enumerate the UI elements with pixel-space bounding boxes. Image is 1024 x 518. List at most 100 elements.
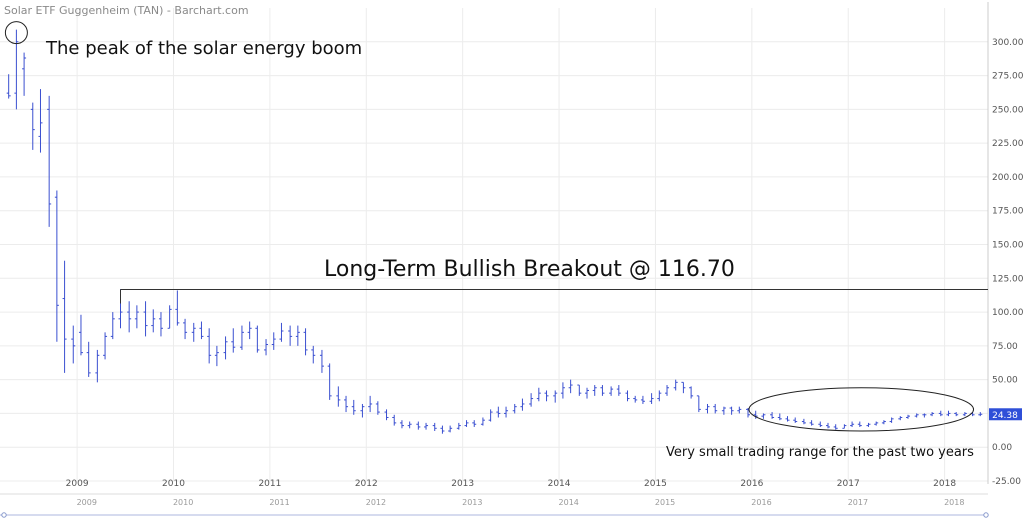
price-bar [946,410,951,417]
y-tick-label: 125.00 [992,274,1024,284]
price-bar [375,401,380,415]
price-bar [881,420,886,425]
price-bar [38,89,43,153]
navigator-handle-left[interactable] [1,512,7,518]
price-bar [729,406,734,415]
navigator-tick-label: 2016 [751,498,771,507]
price-bar [183,318,188,340]
price-bar [158,312,163,337]
price-bar [681,381,686,394]
price-bar [344,395,349,413]
price-bar [47,95,52,227]
price-bar [536,387,541,402]
navigator-tick-label: 2018 [944,498,964,507]
chart-title: Solar ETF Guggenheim (TAN) - Barchart.co… [4,4,249,17]
annotations [4,21,988,432]
price-bar [818,421,823,427]
price-bar [134,305,139,329]
price-bar [175,290,180,326]
navigator-tick-label: 2014 [559,498,579,507]
price-bar [103,332,108,360]
navigator-strip[interactable]: 2009 2010 2011 2012 2013 2014 2015 2016 2017 2018 [0,493,989,518]
price-bar [633,395,638,403]
price-bar [319,349,324,373]
price-bar [327,363,332,400]
y-tick-label: 0.00 [992,443,1012,453]
x-tick-label: 2013 [451,479,474,489]
price-bar [713,403,718,414]
x-tick-label: 2011 [258,479,281,489]
peak-circle [4,21,28,45]
price-bar [673,379,678,391]
price-bars [6,29,983,434]
price-bar [264,339,269,356]
price-bar [472,420,477,427]
price-bar [151,309,156,333]
price-bar [214,345,219,367]
price-bar [616,385,621,396]
price-bar [223,336,228,360]
price-bar [696,395,701,413]
price-bar [553,390,558,403]
price-bar [954,412,959,417]
price-bar [842,424,847,429]
price-bar [922,413,927,418]
price-bar [753,410,758,419]
price-bar [336,386,341,407]
price-bar [520,398,525,411]
navigator-tick-label: 2013 [462,498,482,507]
price-bar [456,422,461,430]
y-tick-label: 150.00 [992,241,1024,251]
price-bar [279,322,284,342]
price-bar [199,321,204,340]
price-bar [649,393,654,404]
price-bar [30,102,35,150]
x-tick-label: 2014 [548,479,571,489]
price-bar [424,422,429,430]
price-bar [866,422,871,427]
y-tick-label: 100.00 [992,308,1024,318]
x-axis-ticks: 2009 2010 2011 2012 2013 2014 2015 2016 2017 2018 [66,479,957,489]
peak-annotation: The peak of the solar energy boom [45,38,362,59]
price-bar [6,74,11,99]
price-bar [432,422,437,431]
price-bar [689,386,694,399]
price-bar [295,325,300,346]
x-tick-label: 2015 [644,479,667,489]
price-bar [665,385,670,396]
price-bar [801,418,806,425]
price-bar [464,420,469,427]
price-bar [448,425,453,433]
price-bar [777,413,782,421]
price-bar [392,414,397,426]
price-bar [71,325,76,364]
price-bar [600,385,605,396]
price-bar [905,414,910,419]
price-bar [416,421,421,430]
price-bar [874,421,879,426]
price-bar [496,406,501,418]
range-ellipse [748,387,975,432]
price-bar [544,390,549,402]
price-bar [191,322,196,342]
price-bar [127,301,132,333]
price-bar [592,385,597,396]
price-bar [930,412,935,417]
price-bar [529,393,534,407]
price-bar [761,413,766,419]
y-tick-label: 300.00 [992,38,1024,48]
price-bar [785,416,790,422]
price-bar [368,395,373,413]
y-tick-label: 225.00 [992,139,1024,149]
navigator-handle-right[interactable] [983,512,989,518]
y-tick-label: 200.00 [992,173,1024,183]
price-bar [110,312,115,340]
price-bar [407,421,412,429]
y-axis-ticks: -25.000.0025.0050.0075.00100.00125.00150… [992,38,1024,487]
price-bar [962,412,967,417]
price-bar [488,409,493,422]
last-price-label: 24.38 [992,411,1018,421]
price-bar [255,325,260,353]
price-bar [231,328,236,353]
price-bar [384,409,389,421]
